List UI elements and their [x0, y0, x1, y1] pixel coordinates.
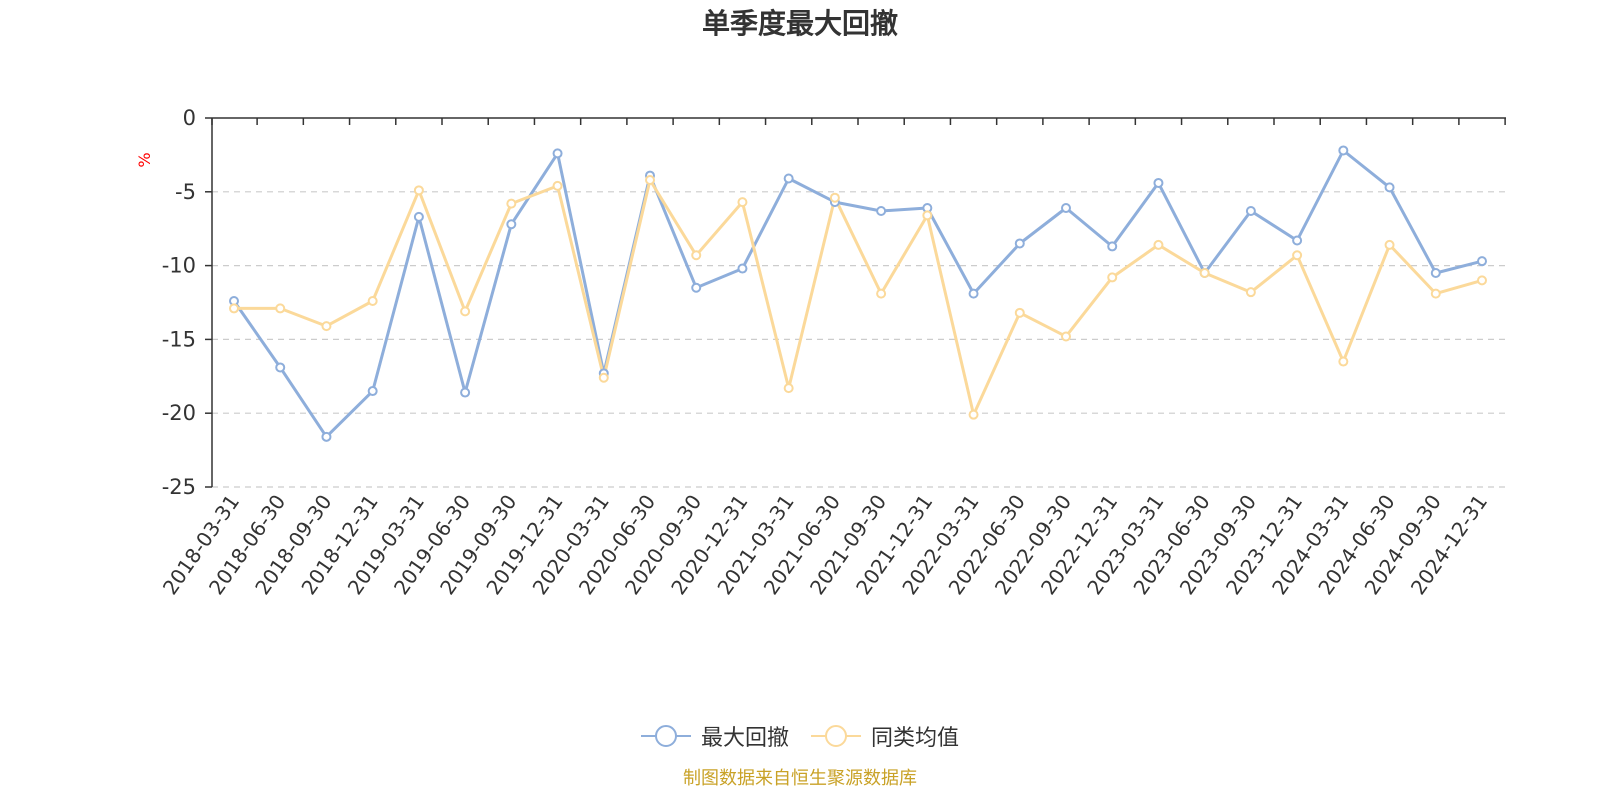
- y-axis-label: %: [135, 152, 154, 167]
- data-point-peer-average: [1014, 307, 1025, 318]
- data-point-peer-average: [552, 180, 563, 191]
- data-point-max-drawdown: [783, 173, 794, 184]
- y-tick-label: -25: [162, 475, 196, 499]
- data-point-peer-average: [367, 296, 378, 307]
- data-point-max-drawdown: [552, 148, 563, 159]
- legend-item-peer-average[interactable]: 同类均值: [811, 720, 959, 752]
- data-point-peer-average: [1384, 239, 1395, 250]
- data-point-peer-average: [598, 372, 609, 383]
- data-point-max-drawdown: [413, 211, 424, 222]
- data-point-max-drawdown: [275, 362, 286, 373]
- y-tick-label: 0: [183, 106, 196, 130]
- data-point-peer-average: [1107, 272, 1118, 283]
- data-point-peer-average: [275, 303, 286, 314]
- data-point-peer-average: [691, 250, 702, 261]
- y-tick-label: -20: [162, 401, 196, 425]
- data-point-max-drawdown: [1477, 256, 1487, 267]
- data-point-max-drawdown: [1153, 177, 1164, 188]
- series-line-peer-average: [234, 178, 1483, 417]
- data-point-peer-average: [506, 198, 517, 209]
- data-point-peer-average: [321, 321, 332, 332]
- data-point-max-drawdown: [691, 282, 702, 293]
- data-point-peer-average: [229, 303, 239, 314]
- data-point-peer-average: [1477, 275, 1487, 286]
- data-point-max-drawdown: [506, 219, 517, 230]
- data-point-peer-average: [413, 185, 424, 196]
- data-point-peer-average: [1061, 331, 1071, 342]
- data-point-peer-average: [1153, 239, 1164, 250]
- data-point-max-drawdown: [1245, 205, 1256, 216]
- source-note: 制图数据来自恒生聚源数据库: [683, 768, 917, 789]
- data-point-max-drawdown: [1384, 182, 1395, 193]
- y-tick-label: -10: [162, 254, 196, 278]
- legend-item-max-drawdown[interactable]: 最大回撤: [640, 720, 789, 752]
- data-point-max-drawdown: [1338, 145, 1349, 156]
- data-point-max-drawdown: [1061, 203, 1071, 214]
- data-point-max-drawdown: [737, 263, 748, 274]
- data-point-max-drawdown: [460, 387, 471, 398]
- legend-swatch-peer-average-icon: [811, 724, 861, 748]
- legend-label-max-drawdown: 最大回撤: [700, 726, 789, 751]
- data-point-peer-average: [968, 409, 979, 420]
- data-point-max-drawdown: [367, 386, 378, 397]
- y-tick-label: -15: [162, 327, 196, 351]
- data-point-peer-average: [829, 192, 840, 203]
- data-point-peer-average: [1245, 287, 1256, 298]
- data-point-max-drawdown: [321, 431, 332, 442]
- chart-title: 单季度最大回撤: [701, 7, 898, 40]
- data-point-peer-average: [1338, 356, 1349, 367]
- axes: [205, 117, 1506, 488]
- data-point-max-drawdown: [1292, 235, 1303, 246]
- data-point-peer-average: [1199, 267, 1210, 278]
- data-point-max-drawdown: [1107, 241, 1118, 252]
- data-point-peer-average: [1292, 250, 1303, 261]
- data-point-peer-average: [460, 306, 471, 317]
- y-tick-label: -5: [175, 180, 196, 204]
- legend-label-peer-average: 同类均值: [871, 726, 960, 751]
- data-point-max-drawdown: [968, 288, 979, 299]
- series-lines: [229, 145, 1487, 442]
- data-point-max-drawdown: [1014, 238, 1025, 249]
- grid-lines: [212, 191, 1506, 488]
- legend[interactable]: 最大回撤 同类均值: [0, 720, 1600, 752]
- data-point-peer-average: [876, 288, 887, 299]
- data-point-max-drawdown: [1430, 267, 1441, 278]
- series-line-max-drawdown: [232, 149, 1483, 439]
- data-point-peer-average: [1430, 288, 1441, 299]
- data-point-peer-average: [737, 197, 748, 208]
- data-point-max-drawdown: [876, 205, 887, 216]
- data-point-peer-average: [783, 383, 794, 394]
- tick-labels: 0-5-10-15-20-25%2018-03-312018-06-302018…: [135, 106, 1492, 599]
- data-point-peer-average: [645, 174, 655, 185]
- data-point-peer-average: [922, 210, 933, 221]
- legend-swatch-max-drawdown-icon: [640, 724, 691, 748]
